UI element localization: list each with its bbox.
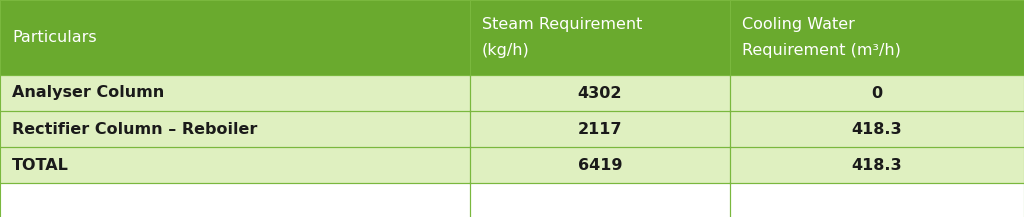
Bar	[730, 147, 1024, 183]
Bar	[0, 183, 470, 217]
Bar	[470, 147, 730, 183]
Text: 2117: 2117	[578, 122, 623, 136]
Text: 418.3: 418.3	[852, 158, 902, 173]
Bar	[0, 0, 470, 75]
Bar	[0, 147, 470, 183]
Bar	[730, 183, 1024, 217]
Bar	[730, 111, 1024, 147]
Text: 6419: 6419	[578, 158, 623, 173]
Text: Rectifier Column – Reboiler: Rectifier Column – Reboiler	[12, 122, 257, 136]
Bar	[470, 183, 730, 217]
Bar	[470, 0, 730, 75]
Bar	[0, 75, 470, 111]
Bar	[470, 75, 730, 111]
Text: 0: 0	[871, 85, 883, 100]
Text: Requirement (m³/h): Requirement (m³/h)	[742, 43, 901, 59]
Text: (kg/h): (kg/h)	[482, 43, 529, 59]
Bar	[730, 75, 1024, 111]
Text: Particulars: Particulars	[12, 30, 96, 45]
Text: Steam Requirement: Steam Requirement	[482, 16, 642, 31]
Text: Analyser Column: Analyser Column	[12, 85, 164, 100]
Text: TOTAL: TOTAL	[12, 158, 69, 173]
Bar	[730, 0, 1024, 75]
Text: 4302: 4302	[578, 85, 623, 100]
Text: 418.3: 418.3	[852, 122, 902, 136]
Bar	[470, 111, 730, 147]
Bar	[0, 111, 470, 147]
Text: Cooling Water: Cooling Water	[742, 16, 855, 31]
